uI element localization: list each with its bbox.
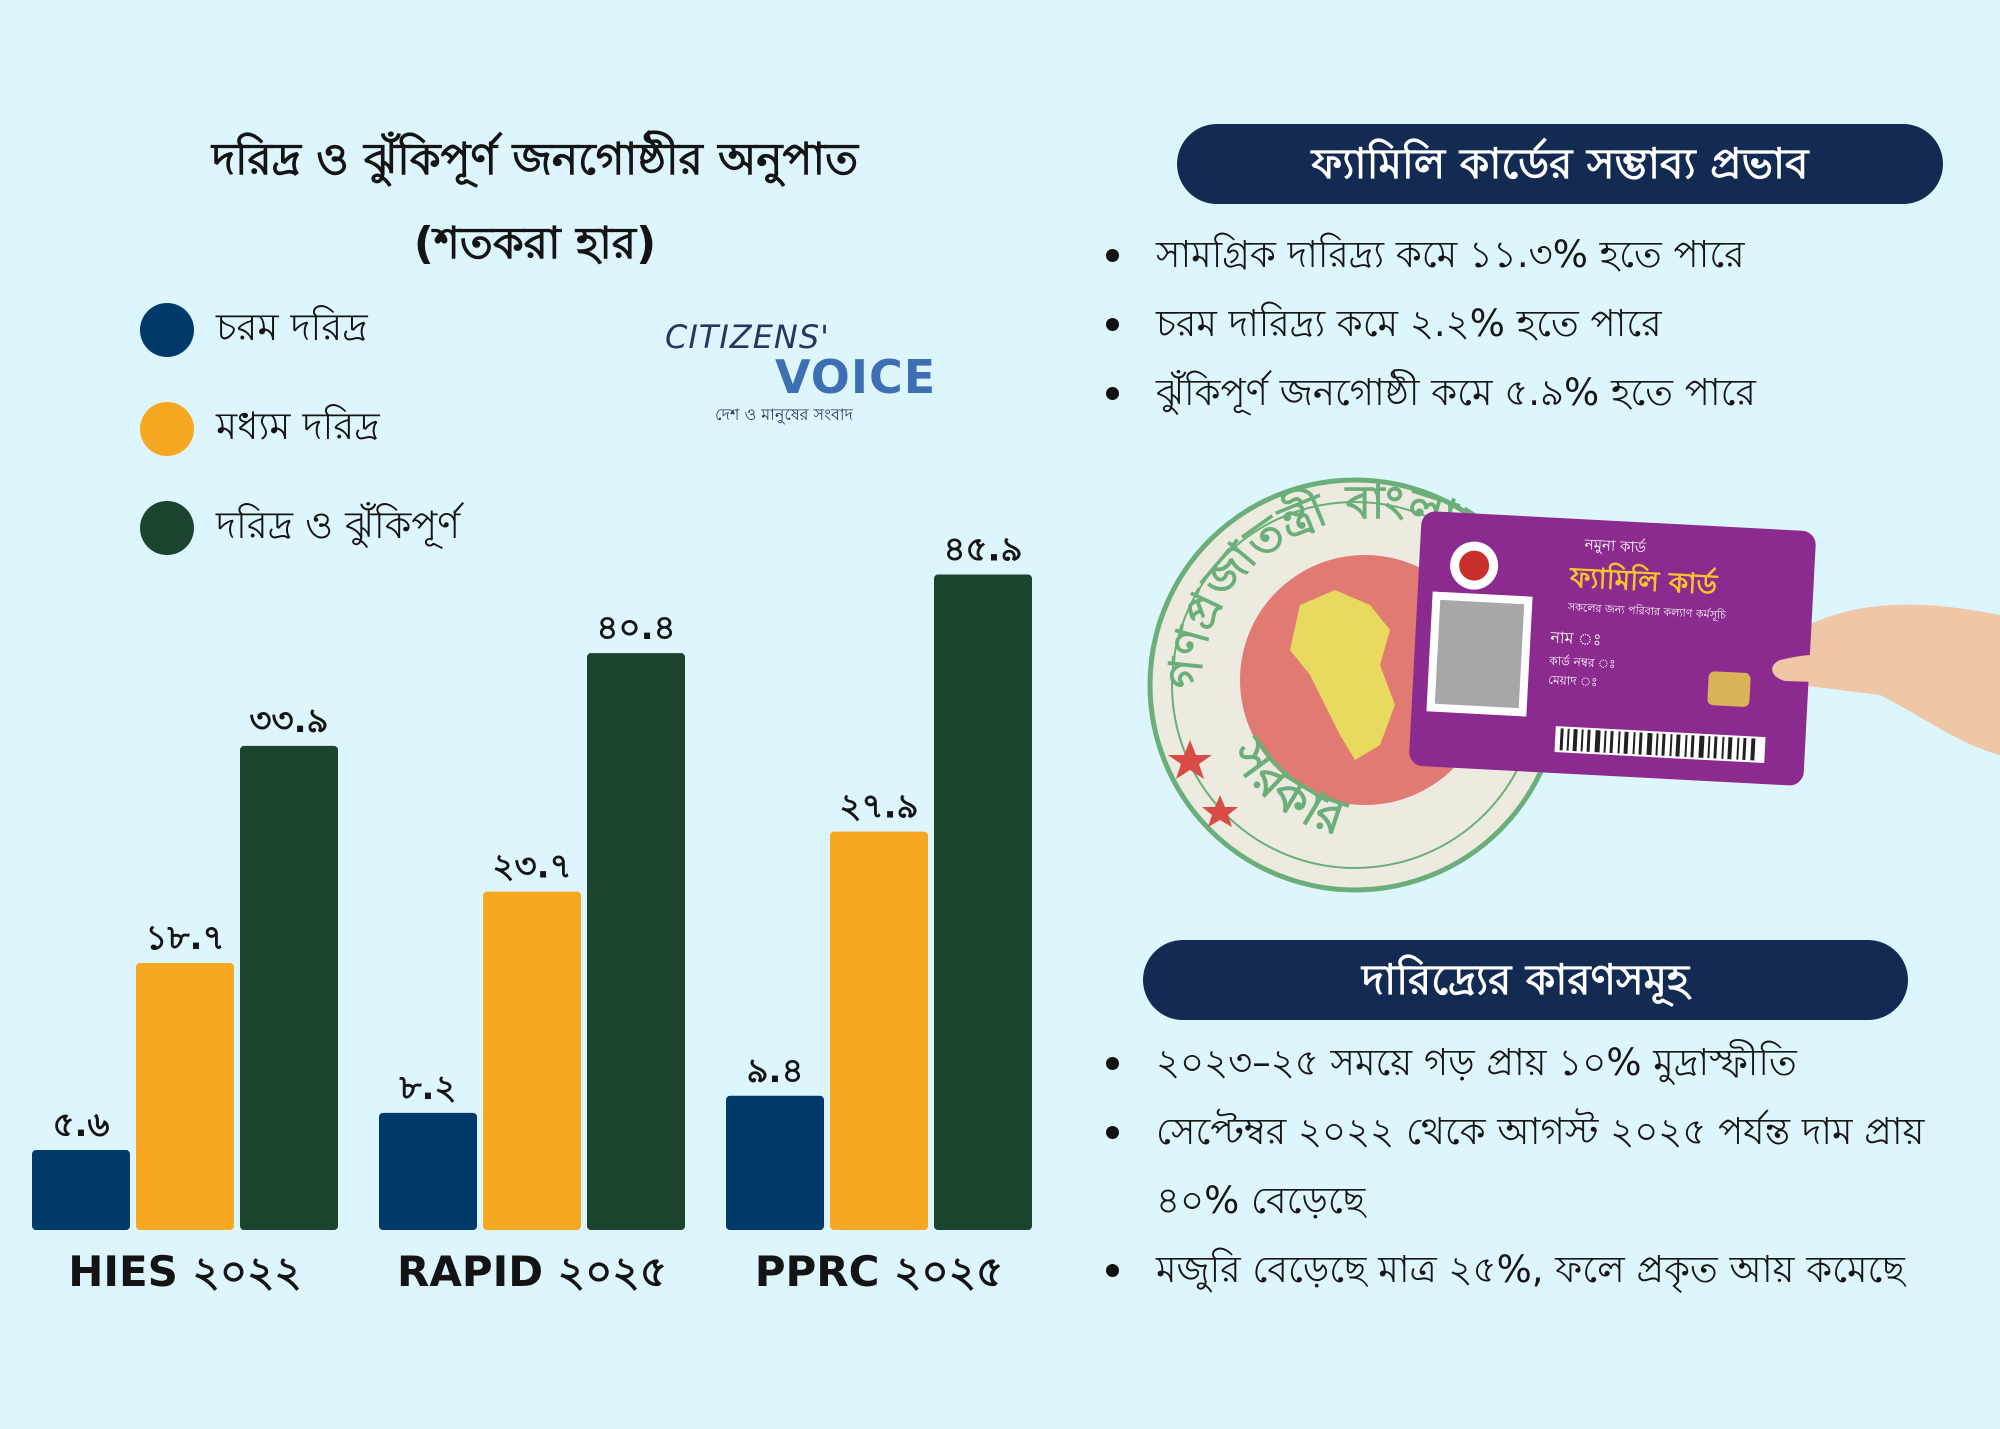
bar — [240, 745, 338, 1230]
logo-line1: CITIZENS' — [665, 318, 830, 356]
chart-title-block: দরিদ্র ও ঝুঁকিপূর্ণ জনগোষ্ঠীর অনুপাত (শত… — [130, 118, 940, 286]
citizens-voice-logo: CITIZENS' VOICE দেশ ও মানুষের সংবাদ — [655, 318, 955, 428]
legend-dot-icon — [140, 303, 194, 357]
impact-list-item: ঝুঁকিপূর্ণ জনগোষ্ঠী কমে ৫.৯% হতে পারে — [1100, 358, 1756, 427]
causes-list-item: মজুরি বেড়েছে মাত্র ২৫%, ফলে প্রকৃত আয় … — [1100, 1235, 1960, 1304]
impact-panel-title: ফ্যামিলি কার্ডের সম্ভাব্য প্রভাব — [1311, 139, 1809, 188]
chart-title: দরিদ্র ও ঝুঁকিপূর্ণ জনগোষ্ঠীর অনুপাত — [211, 134, 859, 185]
x-axis-tick-label: PPRC ২০২৫ — [755, 1247, 1004, 1296]
bar-value-label: ১৮.৭ — [145, 918, 224, 958]
chart-subtitle: (শতকরা হার) — [413, 218, 657, 269]
legend-item-extreme-poor: চরম দরিদ্র — [140, 303, 460, 357]
causes-panel-header: দারিদ্র্যের কারণসমূহ — [1143, 940, 1908, 1020]
bar-value-label: ৪০.৪ — [596, 608, 675, 648]
causes-list-item: ২০২৩–২৫ সময়ে গড় প্রায় ১০% মুদ্রাস্ফীত… — [1100, 1028, 1960, 1097]
bar — [726, 1095, 824, 1230]
legend-label: মধ্যম দরিদ্র — [216, 404, 380, 448]
bar — [934, 574, 1032, 1230]
card-photo-placeholder — [1434, 599, 1525, 709]
causes-list: ২০২৩–২৫ সময়ে গড় প্রায় ১০% মুদ্রাস্ফীত… — [1100, 1028, 1960, 1304]
impact-list: সামগ্রিক দারিদ্র্য কমে ১১.৩% হতে পারে চর… — [1100, 220, 1756, 427]
family-card: নমুনা কার্ড ফ্যামিলি কার্ড সকলের জন্য পর… — [1409, 511, 1816, 786]
bar-value-label: ৫.৬ — [52, 1105, 109, 1145]
card-sample-label: নমুনা কার্ড — [1583, 535, 1647, 556]
logo-line2: VOICE — [775, 350, 937, 404]
bar-value-label: ৮.২ — [398, 1068, 456, 1108]
bar-chart: ৫.৬ ১৮.৭ ৩৩.৯ HIES ২০২২ ৮.২ ২৩.৭ ৪০.৪ RAPID ২০২… — [32, 530, 1032, 1296]
bar — [379, 1112, 477, 1230]
bar-value-label: ৯.৪ — [746, 1051, 803, 1091]
bar — [136, 962, 234, 1230]
card-chip-icon — [1707, 671, 1751, 707]
impact-list-item: চরম দারিদ্র্য কমে ২.২% হতে পারে — [1100, 289, 1756, 358]
bar-value-label: ৪৫.৯ — [943, 530, 1022, 570]
bar-value-label: ২৩.৭ — [492, 847, 571, 887]
bar — [830, 831, 928, 1230]
card-validity-label: মেয়াদ ঃ — [1548, 673, 1598, 690]
impact-list-item: সামগ্রিক দারিদ্র্য কমে ১১.৩% হতে পারে — [1100, 220, 1756, 289]
thumb-icon — [1772, 653, 1881, 684]
legend-item-moderate-poor: মধ্যম দরিদ্র — [140, 402, 460, 456]
card-name-label: নাম ঃ — [1549, 628, 1602, 650]
legend-item-poor-vulnerable: দরিদ্র ও ঝুঁকিপূর্ণ — [140, 501, 460, 555]
legend-label: চরম দরিদ্র — [216, 305, 368, 349]
bar-value-label: ২৭.৯ — [839, 787, 918, 827]
causes-list-item: সেপ্টেম্বর ২০২২ থেকে আগস্ট ২০২৫ পর্যন্ত … — [1100, 1097, 1960, 1235]
logo-tagline: দেশ ও মানুষের সংবাদ — [715, 405, 853, 424]
bar — [483, 891, 581, 1230]
legend-dot-icon — [140, 402, 194, 456]
impact-panel-header: ফ্যামিলি কার্ডের সম্ভাব্য প্রভাব — [1177, 124, 1943, 204]
x-axis-tick-label: HIES ২০২২ — [68, 1247, 302, 1296]
card-title: ফ্যামিলি কার্ড — [1568, 560, 1719, 602]
bar-value-label: ৩৩.৯ — [249, 701, 328, 741]
bar — [587, 653, 685, 1230]
legend-dot-icon — [140, 501, 194, 555]
card-barcode-icon — [1554, 726, 1766, 764]
x-axis-tick-label: RAPID ২০২৫ — [397, 1247, 667, 1296]
causes-panel-title: দারিদ্র্যের কারণসমূহ — [1361, 955, 1690, 1004]
card-number-label: কার্ড নম্বর ঃ — [1548, 654, 1616, 672]
chart-legend: চরম দরিদ্র মধ্যম দরিদ্র দরিদ্র ও ঝুঁকিপূ… — [140, 303, 460, 602]
bar — [32, 1150, 130, 1230]
legend-label: দরিদ্র ও ঝুঁকিপূর্ণ — [216, 503, 461, 547]
hand-icon — [1773, 604, 2000, 755]
family-card-illustration: গণপ্রজাতন্ত্রী বাংলাদেশ সরকার নমুনা কার্… — [1147, 475, 2000, 893]
